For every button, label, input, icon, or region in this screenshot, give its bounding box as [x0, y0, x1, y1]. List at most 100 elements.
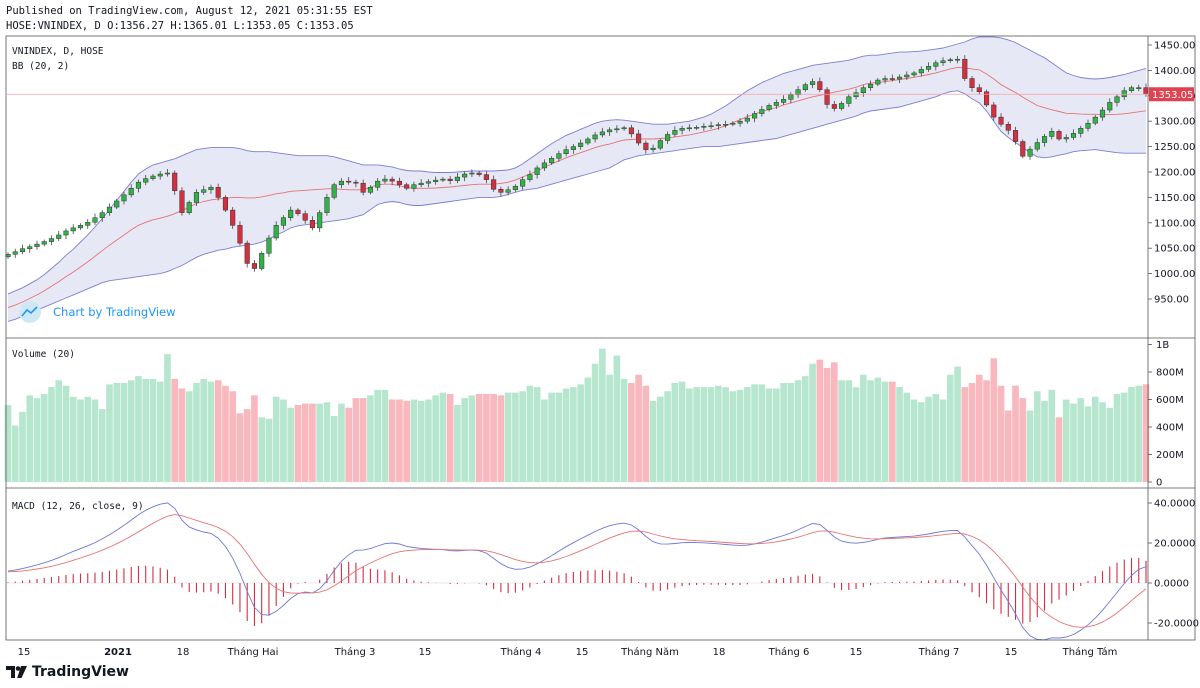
candle-body — [933, 62, 939, 67]
candle-body — [940, 60, 946, 64]
volume-bar — [236, 413, 244, 482]
volume-bar — [120, 383, 128, 482]
volume-bar — [1120, 392, 1128, 482]
candle-body — [230, 209, 236, 226]
volume-bar — [700, 387, 708, 482]
volume-bar — [751, 384, 758, 482]
volume-bar — [446, 394, 454, 482]
candle-body — [317, 212, 323, 229]
candle-body — [498, 189, 504, 193]
candle-body — [1020, 141, 1026, 157]
volume-bar — [251, 395, 258, 482]
bollinger-bands — [7, 36, 1147, 322]
candle-body — [1114, 96, 1120, 103]
bb-upper-line — [7, 36, 1147, 295]
volume-bar — [997, 385, 1005, 482]
candle-body — [266, 237, 272, 254]
watermark-text: Chart by TradingView — [53, 305, 176, 319]
volume-bar — [954, 366, 961, 482]
candle-body — [172, 172, 178, 192]
price-tick-label: 1150.00 — [1154, 193, 1195, 204]
price-tick-label: 1400.00 — [1154, 66, 1195, 77]
candle-body — [375, 180, 381, 188]
candle-body — [215, 186, 221, 198]
volume-bar — [830, 362, 838, 482]
chart-text: 15 2021 18 Tháng Hai Tháng 3 15 Tháng 4 15 Tháng… — [12, 46, 1117, 658]
volume-bar — [657, 396, 664, 482]
volume-bar — [794, 380, 802, 482]
candle-body — [773, 102, 779, 106]
candle-body — [193, 192, 200, 203]
candle-body — [367, 186, 373, 193]
volume-bar — [787, 383, 795, 482]
volume-bar — [845, 380, 853, 482]
candle-body — [520, 179, 526, 187]
x-tick-label: 15 — [576, 647, 589, 658]
candle-body — [882, 78, 888, 81]
candle-body — [1099, 109, 1106, 118]
signal-line — [7, 514, 1147, 628]
volume-bar — [200, 378, 208, 482]
candle-body — [1085, 122, 1091, 129]
volume-bar — [946, 374, 954, 482]
macd-legend: MACD (12, 26, close, 9) — [12, 501, 144, 512]
volume-bar — [707, 387, 715, 482]
volume-tick-label: 600M — [1156, 395, 1184, 406]
candle-body — [607, 129, 613, 133]
volume-bar — [425, 399, 432, 482]
candle-body — [1136, 87, 1142, 89]
candle-body — [469, 172, 475, 175]
candle-body — [527, 174, 533, 180]
tradingview-logo[interactable]: TradingView — [6, 664, 129, 680]
volume-bar — [823, 367, 831, 482]
x-tick-label: Tháng 7 — [918, 646, 960, 658]
volume-bar — [555, 392, 563, 482]
volume-bar — [859, 374, 867, 482]
brand-text: TradingView — [32, 664, 129, 680]
candle-body — [1092, 116, 1098, 124]
volume-bar — [961, 387, 969, 482]
volume-bar — [526, 385, 534, 482]
candle-body — [425, 181, 431, 184]
candle-body — [135, 181, 142, 189]
volume-tick-label: 200M — [1156, 450, 1184, 461]
candle-body — [831, 104, 837, 109]
candle-body — [1107, 102, 1113, 111]
volume-bar — [635, 374, 642, 482]
candle-body — [925, 66, 932, 70]
candle-body — [360, 182, 366, 193]
volume-bar — [374, 389, 381, 482]
volume-bar — [765, 388, 773, 482]
candle-body — [947, 59, 953, 61]
candle-body — [476, 172, 482, 175]
candle-body — [77, 225, 84, 229]
volume-bars — [4, 348, 1150, 482]
candle-body — [679, 128, 685, 131]
volume-bar — [678, 381, 686, 482]
volume-bar — [98, 409, 106, 482]
bb-basis-line — [7, 66, 1147, 309]
volume-bar — [1077, 398, 1085, 482]
volume-tick-label: 0 — [1156, 478, 1162, 489]
volume-bar — [403, 400, 410, 482]
candle-body — [70, 227, 76, 232]
volume-bar — [149, 378, 157, 482]
macd-tick-label: -20.0000 — [1154, 619, 1199, 630]
candle-body — [969, 78, 975, 88]
candle-body — [338, 180, 344, 185]
volume-bar — [903, 392, 911, 482]
volume-bar — [613, 355, 621, 482]
candle-body — [976, 87, 982, 92]
volume-bar — [562, 388, 570, 482]
volume-bar — [867, 380, 874, 482]
bb-lower-line — [7, 90, 1146, 322]
last-price-badge — [1149, 87, 1194, 102]
volume-bar — [896, 387, 903, 482]
volume-bar — [1135, 385, 1143, 482]
volume-bar — [258, 417, 266, 482]
x-tick-label: Tháng Tám — [1062, 646, 1118, 658]
candle-body — [911, 72, 917, 76]
candle-body — [665, 134, 671, 141]
volume-bar — [26, 395, 34, 482]
